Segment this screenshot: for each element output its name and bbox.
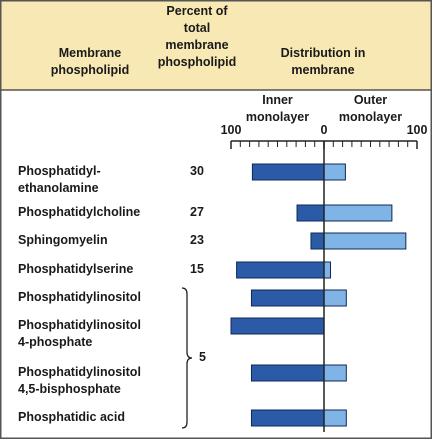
header-band bbox=[0, 0, 432, 90]
bar bbox=[296, 204, 325, 222]
x-tick-label: 100 bbox=[407, 123, 428, 137]
series-label: Inner monolayer bbox=[246, 93, 309, 124]
brace bbox=[181, 287, 193, 429]
column-header: Distribution in membrane bbox=[281, 46, 366, 77]
bar bbox=[323, 204, 393, 222]
bar bbox=[250, 289, 325, 307]
row-label: Phosphatidylserine bbox=[18, 262, 133, 276]
bar bbox=[323, 364, 347, 382]
row-label: Phosphatidylinositol 4,5-bisphosphate bbox=[18, 365, 141, 396]
column-header: Membrane phospholipid bbox=[51, 46, 129, 77]
x-tick-label: 0 bbox=[321, 123, 328, 137]
bar bbox=[230, 317, 325, 335]
bar bbox=[310, 232, 325, 250]
bar bbox=[251, 163, 325, 181]
row-label: Phosphatidylcholine bbox=[18, 205, 140, 219]
bar bbox=[236, 261, 325, 279]
percent-label: 23 bbox=[190, 233, 204, 247]
percent-label: 27 bbox=[190, 205, 204, 219]
percent-label: 30 bbox=[190, 164, 204, 178]
x-tick-label: 100 bbox=[221, 123, 242, 137]
row-label: Phosphatidylinositol 4-phosphate bbox=[18, 318, 141, 349]
column-header: Percent of total membrane phospholipid bbox=[158, 4, 236, 69]
bar bbox=[323, 163, 346, 181]
bar bbox=[323, 261, 332, 279]
percent-label: 5 bbox=[199, 350, 206, 364]
row-label: Phosphatidylinositol bbox=[18, 290, 141, 304]
row-label: Sphingomyelin bbox=[18, 233, 108, 247]
row-label: Phosphatidic acid bbox=[18, 410, 125, 424]
bar bbox=[250, 409, 325, 427]
bar bbox=[250, 364, 325, 382]
percent-label: 15 bbox=[190, 262, 204, 276]
row-label: Phosphatidyl-ethanolamine bbox=[18, 164, 101, 195]
bar bbox=[323, 289, 347, 307]
bar bbox=[323, 409, 347, 427]
bar bbox=[323, 232, 407, 250]
series-label: Outer monolayer bbox=[339, 93, 402, 124]
